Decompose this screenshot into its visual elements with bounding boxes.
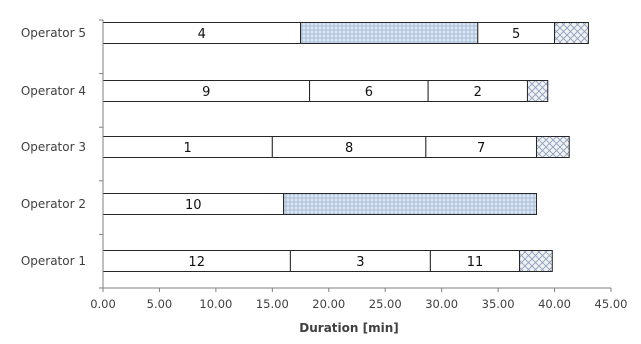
x-tick-label: 5.00 <box>147 297 173 311</box>
task-label: 7 <box>477 141 485 156</box>
task-label: 11 <box>467 255 484 270</box>
operator-row: 10 <box>102 193 537 215</box>
idle-bar <box>300 22 479 44</box>
task-label: 9 <box>202 85 210 100</box>
end-bar <box>554 22 589 44</box>
operator-row: 12 3 11 <box>102 250 553 272</box>
y-category-label: Operator 5 <box>21 26 86 40</box>
task-label: 10 <box>185 198 202 213</box>
operator-row: 1 8 7 <box>102 136 570 158</box>
task-label: 4 <box>198 27 206 42</box>
operator-row: 9 6 2 <box>102 80 549 102</box>
task-label: 1 <box>184 141 192 156</box>
x-tick-label: 15.00 <box>256 297 289 311</box>
task-label: 3 <box>356 255 364 270</box>
end-bar <box>535 136 570 158</box>
task-label: 6 <box>365 85 373 100</box>
x-tick-label: 25.00 <box>369 297 402 311</box>
x-tick-label: 40.00 <box>538 297 571 311</box>
x-tick-label: 10.00 <box>199 297 232 311</box>
y-category-label: Operator 4 <box>21 84 86 98</box>
idle-bar <box>283 193 537 215</box>
task-label: 5 <box>512 27 520 42</box>
x-tick-label: 35.00 <box>482 297 515 311</box>
y-axis: Operator 5 Operator 4 Operator 3 Operator 2… <box>21 19 104 289</box>
y-category-label: Operator 3 <box>21 140 86 154</box>
x-tick-label: 0.00 <box>90 297 116 311</box>
task-label: 12 <box>188 255 205 270</box>
x-tick-label: 45.00 <box>595 297 628 311</box>
x-tick-label: 20.00 <box>312 297 345 311</box>
task-label: 8 <box>345 141 353 156</box>
task-label: 2 <box>474 85 482 100</box>
end-bar <box>519 250 553 272</box>
y-category-label: Operator 1 <box>21 254 86 268</box>
end-bar <box>526 80 549 102</box>
x-axis: 0.00 5.00 10.00 15.00 20.00 25.00 30.00 35.00 40… <box>90 287 628 311</box>
y-category-label: Operator 2 <box>21 197 86 211</box>
x-tick-label: 30.00 <box>425 297 458 311</box>
x-axis-title: Duration [min] <box>299 321 398 335</box>
